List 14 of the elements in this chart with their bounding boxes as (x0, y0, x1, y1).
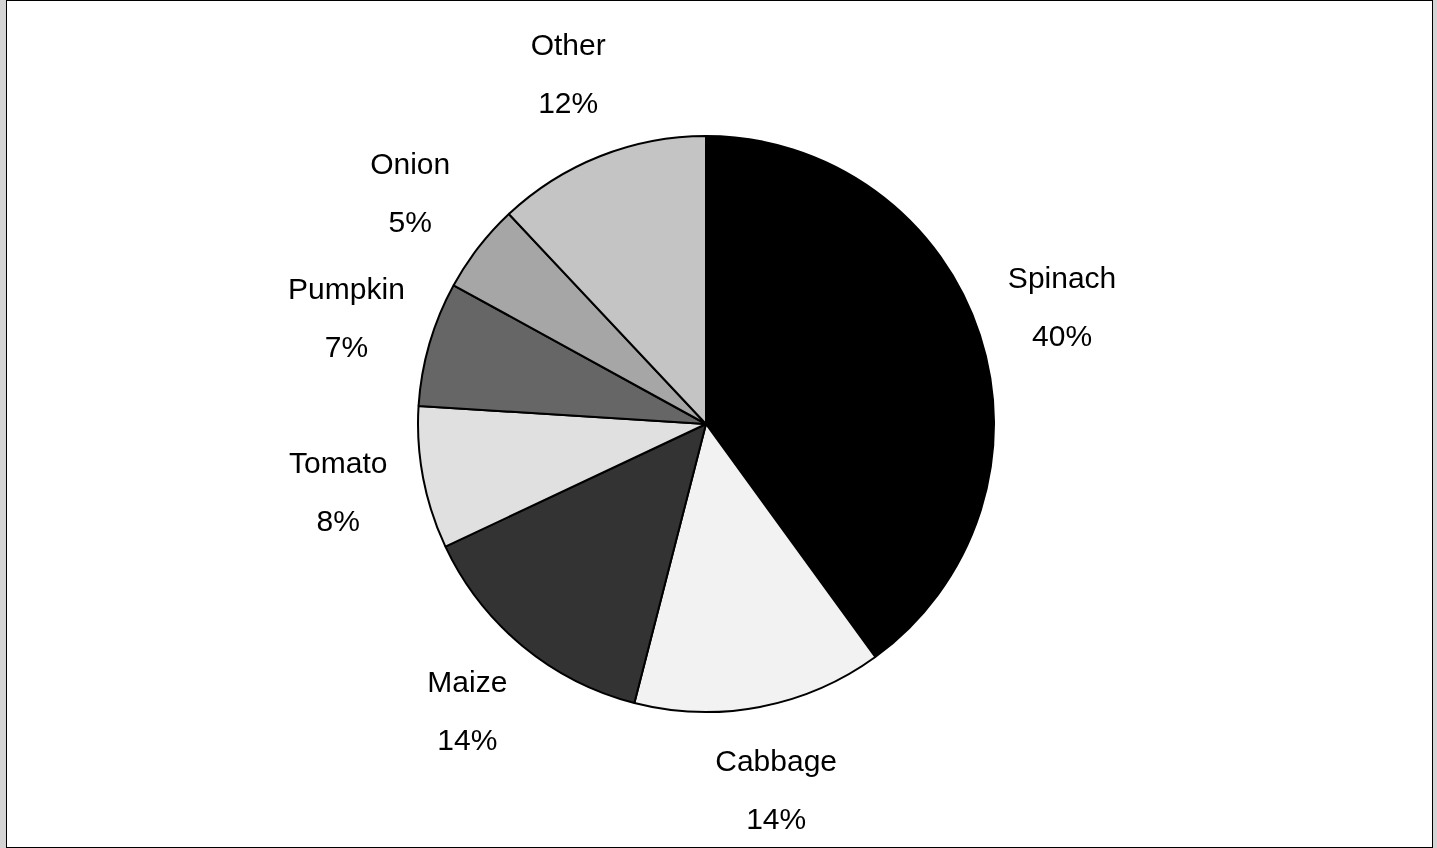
data-label: 14% (746, 802, 807, 836)
data-label: 12% (538, 86, 599, 120)
slice-label: Tomato (289, 446, 388, 480)
data-label: 7% (324, 329, 369, 363)
slice-label: Other (530, 28, 606, 62)
data-label: 8% (316, 504, 360, 538)
data-label: 5% (388, 204, 432, 238)
slice-label: Maize (427, 664, 508, 698)
slice-label: Pumpkin (288, 271, 405, 305)
slice-label: Onion (370, 146, 451, 180)
slice-label: Cabbage (715, 744, 838, 778)
data-label: 14% (437, 722, 498, 756)
slice-label: Spinach (1007, 260, 1117, 294)
data-label: 40% (1032, 318, 1093, 352)
